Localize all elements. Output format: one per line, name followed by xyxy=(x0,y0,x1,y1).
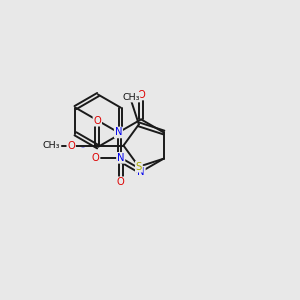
Text: O: O xyxy=(92,153,100,163)
Text: N: N xyxy=(117,153,124,163)
Text: O: O xyxy=(67,140,75,151)
Text: O: O xyxy=(94,116,101,126)
Text: S: S xyxy=(136,162,142,172)
Text: O: O xyxy=(117,177,124,187)
Text: O: O xyxy=(137,89,145,100)
Text: ⁻: ⁻ xyxy=(81,144,85,153)
Text: CH₃: CH₃ xyxy=(43,141,61,150)
Text: N: N xyxy=(137,167,145,177)
Text: CH₃: CH₃ xyxy=(122,93,140,102)
Text: N: N xyxy=(115,128,122,137)
